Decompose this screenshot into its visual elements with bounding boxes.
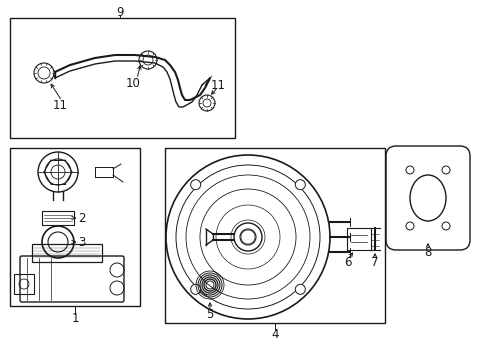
Text: 11: 11 (210, 78, 225, 91)
Circle shape (295, 180, 305, 190)
Text: 7: 7 (370, 256, 378, 269)
Text: 3: 3 (78, 235, 85, 248)
Text: 11: 11 (52, 99, 67, 112)
Bar (42, 211, 74, 225)
Text: 10: 10 (125, 77, 140, 90)
Text: 2: 2 (78, 212, 85, 225)
Circle shape (190, 284, 200, 294)
Text: 1: 1 (71, 311, 79, 324)
Bar (32, 244, 102, 262)
Text: 6: 6 (344, 256, 351, 269)
Text: 8: 8 (424, 246, 431, 258)
Circle shape (295, 284, 305, 294)
Bar (346, 228, 370, 250)
Circle shape (190, 180, 200, 190)
Text: 5: 5 (206, 309, 213, 321)
Bar (164, 148, 384, 323)
Text: 4: 4 (271, 328, 278, 342)
Bar (14, 274, 34, 294)
Text: 9: 9 (116, 5, 123, 18)
Bar (10, 148, 140, 306)
Bar (10, 18, 235, 138)
